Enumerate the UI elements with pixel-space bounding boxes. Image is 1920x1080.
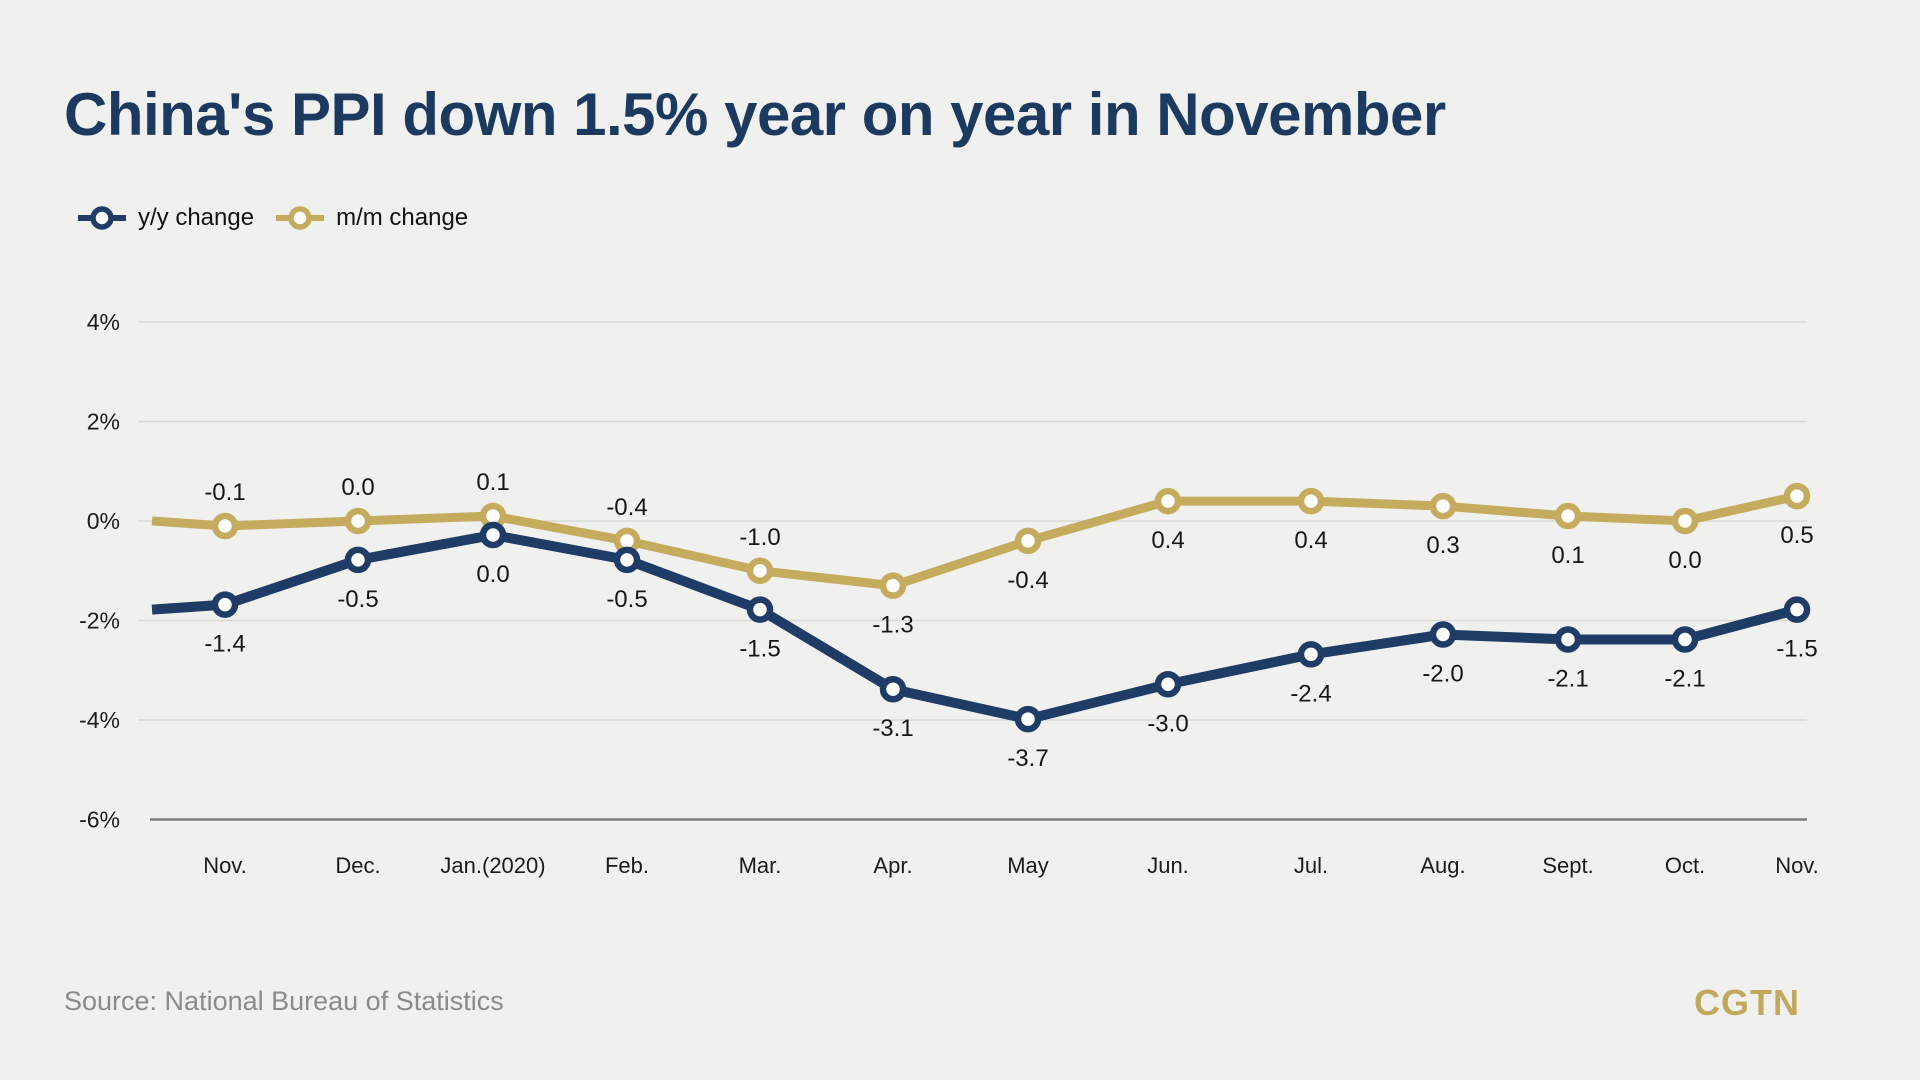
yy-change-data-label: -2.1: [1664, 665, 1705, 692]
mm-change-data-label: 0.4: [1294, 527, 1327, 554]
mm-change-marker: [1297, 487, 1325, 515]
mm-change-data-label: 0.1: [476, 469, 509, 496]
yy-change-data-label: -3.0: [1147, 710, 1188, 737]
legend-label-mm-change: m/m change: [336, 204, 469, 231]
mm-change-marker: [1154, 487, 1182, 515]
mm-change-data-label: 0.1: [1551, 542, 1584, 569]
yy-change-marker: [1429, 621, 1457, 648]
mm-change-data-label: -0.4: [606, 494, 647, 521]
yy-change-marker: [1014, 705, 1042, 733]
x-tick-label: Nov.: [1775, 853, 1819, 878]
mm-change-data-label: 0.5: [1780, 522, 1813, 549]
chart-legend: y/y change m/m change: [76, 204, 468, 232]
yy-change-data-label: -1.4: [204, 631, 245, 658]
mm-change-marker: [1014, 527, 1042, 555]
mm-change-data-label: 0.0: [1668, 547, 1701, 574]
mm-change-marker: [879, 572, 907, 599]
mm-change-data-label: 0.0: [341, 474, 374, 501]
legend-label-yy-change: y/y change: [138, 204, 255, 231]
mm-change-marker: [746, 557, 774, 584]
yy-change-marker: [211, 591, 239, 618]
yy-change-marker: [1297, 641, 1325, 668]
mm-change-data-label: -0.1: [204, 479, 245, 506]
y-tick-label: -2%: [79, 608, 120, 634]
mm-change-marker: [1554, 502, 1582, 530]
yy-change-marker: [1783, 596, 1811, 623]
mm-change-marker: [1429, 492, 1457, 520]
x-tick-label: Apr.: [873, 853, 912, 878]
x-tick-label: Oct.: [1665, 853, 1705, 878]
source-text: Source: National Bureau of Statistics: [64, 986, 504, 1016]
mm-change-data-label: -1.3: [872, 612, 913, 639]
legend-item-mm-change: m/m change: [274, 204, 468, 232]
y-tick-label: -6%: [79, 807, 120, 833]
x-tick-label: Jan.(2020): [440, 853, 545, 878]
yy-change-marker: [344, 546, 372, 574]
mm-change-marker: [1671, 507, 1699, 535]
x-tick-label: Nov.: [203, 853, 247, 878]
mm-change-marker: [344, 507, 372, 535]
yy-change-marker: [613, 546, 641, 574]
yy-change-data-label: -1.5: [1776, 636, 1817, 663]
x-tick-label: Dec.: [335, 853, 380, 878]
yy-change-line: [151, 530, 1799, 725]
x-tick-label: Jun.: [1147, 853, 1189, 878]
yy-change-marker: [879, 675, 907, 703]
yy-change-data-label: -2.1: [1547, 665, 1588, 692]
yy-change-data-label: -1.5: [739, 636, 780, 663]
yy-change-data-label: 0.0: [476, 561, 509, 588]
mm-change-data-label: -0.4: [1007, 567, 1048, 594]
x-tick-label: Feb.: [605, 853, 649, 878]
legend-item-yy-change: y/y change: [76, 204, 254, 232]
x-tick-label: Jul.: [1294, 853, 1328, 878]
yy-change-data-label: -2.4: [1290, 680, 1331, 707]
yy-change-data-label: -3.7: [1007, 745, 1048, 772]
mm-line-marker-icon: [276, 206, 325, 230]
x-tick-label: Aug.: [1420, 853, 1465, 878]
yy-change-marker: [1554, 626, 1582, 653]
x-tick-label: Sept.: [1542, 853, 1593, 878]
x-tick-label: Mar.: [739, 853, 782, 878]
yy-change-marker: [479, 521, 507, 549]
y-tick-label: -4%: [79, 707, 120, 733]
yy-change-data-label: -0.5: [606, 586, 647, 613]
cgtn-logo: CGTN: [1694, 982, 1800, 1023]
yy-change-marker: [1154, 671, 1182, 698]
y-tick-label: 0%: [87, 508, 120, 534]
y-tick-label: 2%: [87, 409, 120, 435]
mm-change-line: [151, 491, 1798, 591]
y-tick-label: 4%: [87, 309, 120, 335]
page-title: China's PPI down 1.5% year on year in No…: [64, 81, 1446, 148]
mm-change-data-label: 0.4: [1151, 527, 1184, 554]
yy-change-data-label: -0.5: [337, 586, 378, 613]
yy-line-marker-icon: [78, 206, 126, 230]
x-tick-label: May: [1007, 853, 1049, 878]
mm-change-data-label: 0.3: [1426, 532, 1459, 559]
mm-change-marker: [211, 512, 239, 540]
yy-change-marker: [1671, 626, 1699, 653]
yy-change-data-label: -2.0: [1422, 661, 1463, 688]
mm-change-marker: [1783, 482, 1811, 510]
yy-change-marker: [746, 596, 774, 623]
yy-change-data-label: -3.1: [872, 715, 913, 742]
mm-change-data-label: -1.0: [739, 524, 780, 551]
